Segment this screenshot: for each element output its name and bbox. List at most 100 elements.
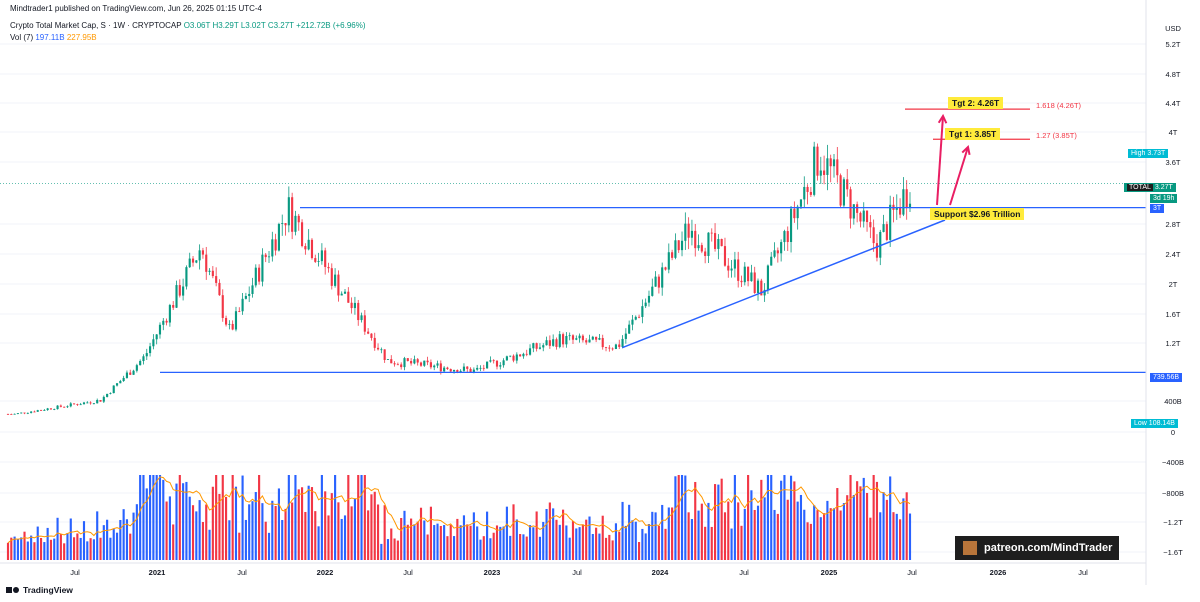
candle-body bbox=[350, 302, 353, 309]
candle-body bbox=[542, 345, 545, 348]
tradingview-footer[interactable]: TradingView bbox=[6, 585, 73, 595]
volume-bar bbox=[680, 475, 684, 560]
volume-bar bbox=[462, 515, 466, 560]
candle-body bbox=[793, 208, 796, 219]
candle-body bbox=[535, 343, 538, 349]
candle-body bbox=[258, 267, 261, 282]
volume-bar bbox=[168, 496, 171, 560]
volume-bar bbox=[10, 537, 13, 560]
ohlc-high: H3.29T bbox=[212, 21, 239, 30]
total-tag: TOTAL 3.27T bbox=[1124, 183, 1176, 192]
volume-bar bbox=[895, 513, 898, 560]
currency-label[interactable]: USD bbox=[1165, 24, 1181, 33]
volume-bar bbox=[892, 512, 895, 560]
candle-body bbox=[552, 339, 555, 346]
candle-body bbox=[287, 197, 290, 226]
volume-bar bbox=[793, 481, 796, 560]
volume-bar bbox=[327, 515, 330, 560]
volume-bar bbox=[720, 478, 723, 560]
candle-body bbox=[135, 365, 138, 371]
volume-bar bbox=[889, 476, 892, 560]
candle-body bbox=[429, 362, 432, 368]
candle-body bbox=[376, 347, 380, 350]
candle-body bbox=[687, 223, 690, 238]
volume-bar bbox=[806, 522, 809, 560]
volume-bar bbox=[879, 512, 882, 560]
candle-body bbox=[740, 280, 743, 283]
patreon-banner[interactable]: patreon.com/MindTrader bbox=[955, 536, 1119, 560]
volume-bar bbox=[69, 518, 72, 560]
candle-body bbox=[436, 363, 439, 366]
volume-bar bbox=[73, 537, 76, 560]
volume-bar bbox=[304, 511, 307, 560]
publish-info: Mindtrader1 published on TradingView.com… bbox=[10, 4, 263, 13]
candle-body bbox=[631, 319, 634, 325]
tradingview-logo-icon bbox=[6, 586, 20, 594]
y-tick-label: 0 bbox=[1170, 428, 1176, 437]
candle-body bbox=[780, 242, 783, 254]
x-tick-label: Jul bbox=[1078, 568, 1088, 577]
candle-body bbox=[129, 372, 132, 375]
volume-bar bbox=[852, 494, 855, 560]
candle-body bbox=[472, 369, 475, 373]
candle-body bbox=[403, 358, 406, 368]
candle-body bbox=[624, 333, 627, 339]
volume-bar bbox=[82, 521, 86, 560]
candle-body bbox=[367, 331, 370, 334]
volume-bar bbox=[743, 508, 746, 560]
volume-bar bbox=[139, 475, 142, 560]
candle-body bbox=[353, 302, 356, 309]
candle-body bbox=[512, 355, 515, 361]
candle-body bbox=[644, 302, 647, 307]
candle-body bbox=[647, 295, 651, 303]
candle-body bbox=[231, 323, 234, 330]
volume-bar bbox=[231, 475, 234, 560]
candle-body bbox=[56, 405, 59, 410]
candle-body bbox=[23, 412, 26, 414]
volume-bar bbox=[859, 486, 862, 560]
candle-body bbox=[416, 359, 419, 363]
volume-bar bbox=[862, 477, 865, 560]
candle-body bbox=[545, 340, 548, 346]
candle-body bbox=[195, 260, 198, 263]
candle-body bbox=[406, 358, 409, 362]
candle-body bbox=[575, 338, 578, 340]
volume-bar bbox=[512, 504, 515, 560]
candle-body bbox=[770, 256, 773, 266]
candle-body bbox=[786, 231, 789, 243]
volume-bar bbox=[783, 475, 786, 560]
countdown-tag: 3d 19h bbox=[1150, 194, 1178, 203]
y-tick-label: 3.6T bbox=[1165, 158, 1181, 167]
candle-body bbox=[340, 293, 343, 296]
candle-body bbox=[218, 282, 221, 296]
volume-bar bbox=[439, 525, 442, 560]
candle-body bbox=[439, 363, 442, 372]
candle-body bbox=[677, 240, 680, 251]
volume-bar bbox=[224, 496, 228, 560]
candle-body bbox=[905, 189, 908, 208]
candle-body bbox=[859, 212, 862, 222]
volume-label[interactable]: Vol (7) bbox=[10, 33, 34, 42]
patreon-link[interactable]: patreon.com/MindTrader bbox=[984, 542, 1113, 554]
candle-body bbox=[895, 207, 898, 210]
volume-bar bbox=[565, 525, 568, 560]
candle-body bbox=[155, 334, 158, 340]
candle-body bbox=[198, 250, 201, 261]
candle-body bbox=[773, 250, 776, 257]
candle-body bbox=[165, 320, 168, 323]
volume-bar bbox=[443, 525, 446, 560]
volume-bar bbox=[248, 504, 251, 560]
symbol-name[interactable]: Crypto Total Market Cap, S · 1W · CRYPTO… bbox=[10, 21, 182, 30]
arrow-head bbox=[961, 145, 971, 156]
y-tick-label: 2.8T bbox=[1165, 220, 1181, 229]
volume-bar bbox=[347, 475, 350, 560]
volume-bar bbox=[631, 520, 634, 560]
candle-body bbox=[694, 230, 697, 249]
volume-bar bbox=[562, 509, 565, 560]
volume-bar bbox=[406, 524, 409, 560]
candle-body bbox=[370, 333, 373, 338]
volume-bar bbox=[429, 506, 432, 560]
volume-bar bbox=[482, 536, 485, 560]
candle-body bbox=[611, 348, 614, 350]
